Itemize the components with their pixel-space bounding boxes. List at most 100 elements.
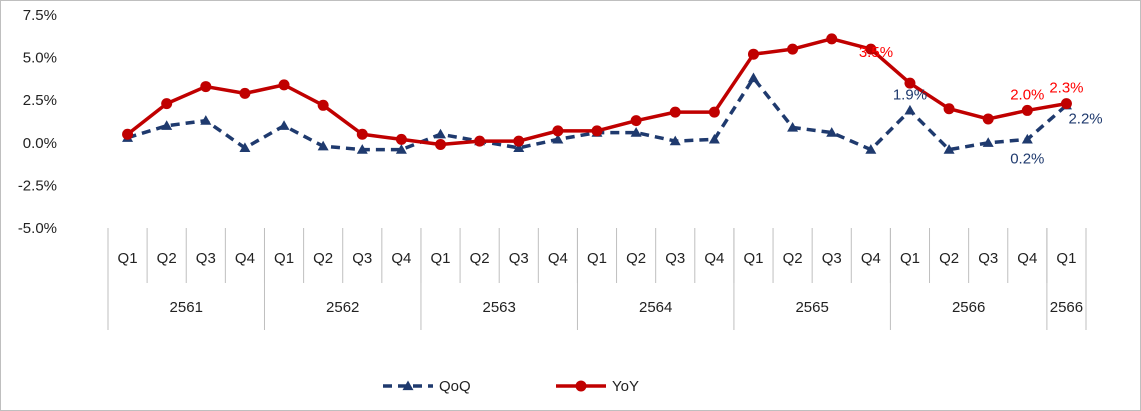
data-point-qoq [552, 133, 564, 144]
quarter-label: Q2 [626, 250, 646, 267]
legend-marker [575, 380, 587, 392]
data-labels-layer: 3.5% 2.0% 2.3% 1.9% 0.2% 2.2% [859, 44, 1103, 167]
data-point-qoq [904, 104, 916, 115]
data-label: 2.2% [1068, 110, 1102, 127]
data-point-yoy [239, 87, 251, 99]
quarter-label: Q2 [939, 250, 959, 267]
data-point-qoq [395, 144, 407, 154]
data-point-yoy [865, 43, 877, 55]
data-point-qoq [787, 121, 799, 132]
quarter-label: Q4 [861, 250, 881, 267]
data-label: 1.9% [893, 86, 927, 103]
data-point-qoq [317, 140, 329, 151]
year-label: 2566 [1050, 299, 1083, 316]
quarter-label: Q4 [1017, 250, 1037, 267]
data-point-qoq [943, 144, 955, 154]
data-label: 3.5% [859, 44, 893, 61]
data-point-yoy [826, 33, 838, 45]
data-point-qoq [200, 115, 212, 125]
legend-label: YoY [612, 378, 639, 395]
year-label: 2565 [795, 299, 828, 316]
data-point-yoy [161, 98, 173, 110]
y-tick-label: 5.0% [23, 50, 57, 67]
data-point-qoq [356, 144, 368, 154]
data-label: 2.0% [1010, 86, 1044, 103]
data-point-yoy [747, 48, 759, 60]
data-label: 0.2% [1010, 150, 1044, 167]
y-tick-label: 7.5% [23, 7, 57, 24]
data-point-yoy [1060, 98, 1072, 110]
data-point-yoy [669, 106, 681, 118]
data-point-qoq [865, 144, 877, 154]
data-point-yoy [982, 113, 994, 125]
quarter-label: Q1 [274, 250, 294, 267]
quarter-label: Q3 [978, 250, 998, 267]
quarter-label: Q4 [704, 250, 724, 267]
quarter-label: Q4 [548, 250, 568, 267]
data-point-qoq [747, 72, 759, 83]
data-point-yoy [278, 79, 290, 91]
data-point-qoq [513, 142, 525, 153]
data-point-qoq [630, 127, 642, 137]
data-point-yoy [200, 81, 212, 93]
series-layer [122, 33, 1072, 154]
axes-layer: 7.5% 5.0% 2.5% 0.0% -2.5% -5.0% 2561 2562 2563 25… [18, 7, 1087, 330]
data-point-yoy [356, 128, 368, 140]
data-point-qoq [278, 120, 290, 130]
quarter-label: Q2 [313, 250, 333, 267]
quarter-label: Q3 [196, 250, 216, 267]
data-point-yoy [435, 139, 447, 151]
data-point-yoy [395, 133, 407, 145]
data-point-qoq [669, 135, 681, 146]
quarter-label: Q2 [470, 250, 490, 267]
data-point-qoq [239, 142, 251, 153]
data-point-yoy [552, 125, 564, 137]
data-point-qoq [826, 127, 838, 137]
quarter-label: Q2 [157, 250, 177, 267]
year-label: 2563 [483, 299, 516, 316]
data-point-yoy [122, 128, 134, 140]
quarter-label: Q4 [391, 250, 411, 267]
quarter-label: Q1 [1056, 250, 1076, 267]
quarter-label: Q1 [900, 250, 920, 267]
data-point-qoq [435, 128, 447, 139]
quarter-label: Q2 [783, 250, 803, 267]
year-label: 2564 [639, 299, 672, 316]
data-point-qoq [708, 133, 720, 144]
quarter-label: Q3 [509, 250, 529, 267]
data-point-yoy [317, 99, 329, 111]
quarter-label: Q3 [665, 250, 685, 267]
quarter-label: Q4 [235, 250, 255, 267]
legend-label: QoQ [439, 378, 471, 395]
legend: QoQ YoY [383, 378, 639, 395]
data-point-yoy [943, 103, 955, 115]
data-point-yoy [787, 43, 799, 55]
year-label: 2561 [170, 299, 203, 316]
data-point-qoq [982, 137, 994, 147]
data-point-yoy [708, 106, 720, 118]
data-point-yoy [904, 77, 916, 89]
quarter-label: Q1 [431, 250, 451, 267]
quarter-label: Q1 [118, 250, 138, 267]
data-point-yoy [513, 135, 525, 147]
data-point-qoq [161, 120, 173, 130]
data-label: 2.3% [1049, 80, 1083, 97]
legend-marker [402, 380, 414, 391]
y-tick-label: -5.0% [18, 220, 57, 237]
data-point-yoy [474, 135, 486, 147]
year-label: 2566 [952, 299, 985, 316]
data-point-yoy [591, 125, 603, 137]
quarter-label: Q1 [743, 250, 763, 267]
y-tick-label: 2.5% [23, 92, 57, 109]
quarter-label: Q3 [822, 250, 842, 267]
data-point-qoq [1021, 133, 1033, 144]
y-tick-label: -2.5% [18, 177, 57, 194]
quarter-label: Q3 [352, 250, 372, 267]
data-point-yoy [630, 115, 642, 127]
y-tick-label: 0.0% [23, 135, 57, 152]
data-point-yoy [1021, 104, 1033, 116]
quarter-label: Q1 [587, 250, 607, 267]
year-label: 2562 [326, 299, 359, 316]
